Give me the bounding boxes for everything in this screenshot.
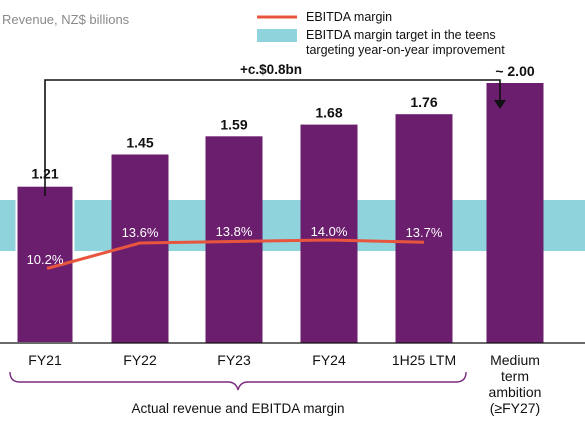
target-band-segment [73,200,112,251]
ebitda-margin-label: 14.0% [311,224,348,239]
revenue-value-label: 1.45 [126,135,153,151]
bar-layer [15,83,544,344]
legend-target-label-line2: targeting year-on-year improvement [306,43,505,57]
revenue-bar [205,136,263,343]
x-tick-label: FY22 [123,352,157,368]
target-band-segment [0,200,17,251]
revenue-value-label: ~ 2.00 [495,63,535,79]
revenue-value-label: 1.59 [220,116,247,132]
ebitda-margin-label: 13.8% [216,224,253,239]
margin-line-layer [46,238,425,270]
ebitda-margin-label: 10.2% [27,252,64,267]
x-tick-label: FY21 [28,352,62,368]
increase-arrow: +c.$0.8bn [44,62,506,196]
revenue-value-label: 1.68 [315,105,342,121]
increase-arrow-head [494,100,506,109]
increase-arrow-path [44,79,501,196]
x-tick-label: ambition [489,384,542,400]
x-tick-label: Medium [490,352,540,368]
x-tick-label: term [501,368,529,384]
tick-layer: FY21 FY22 FY23 FY24 1H25 LTM Mediumtermambiti… [28,352,541,416]
actual-bracket: Actual revenue and EBITDA margin [9,371,467,416]
revenue-value-label: 1.76 [410,94,437,110]
target-band-segment [543,200,585,251]
legend-ebitda-margin-label: EBITDA margin [306,10,392,24]
target-band-segment [262,200,301,251]
ebitda-margin-label: 13.6% [122,225,159,240]
bracket-label: Actual revenue and EBITDA margin [131,401,344,416]
increase-annotation: +c.$0.8bn [240,62,302,77]
bracket-path [9,371,467,391]
target-band-segment [357,200,396,251]
revenue-bar [486,83,544,343]
ebitda-margin-label: 13.7% [406,225,443,240]
x-tick-label: 1H25 LTM [392,352,456,368]
x-tick-label: (≥FY27) [490,400,540,416]
revenue-bar [395,114,453,343]
y-axis-title: Revenue, NZ$ billions [2,12,130,27]
x-tick-label: FY24 [312,352,346,368]
target-band-segment [452,200,487,251]
x-tick-label: FY23 [217,352,251,368]
legend: EBITDA margin EBITDA margin target in th… [257,10,505,57]
legend-target-label-line1: EBITDA margin target in the teens [306,28,496,42]
legend-band-swatch [257,29,297,42]
revenue-bar [300,124,358,343]
